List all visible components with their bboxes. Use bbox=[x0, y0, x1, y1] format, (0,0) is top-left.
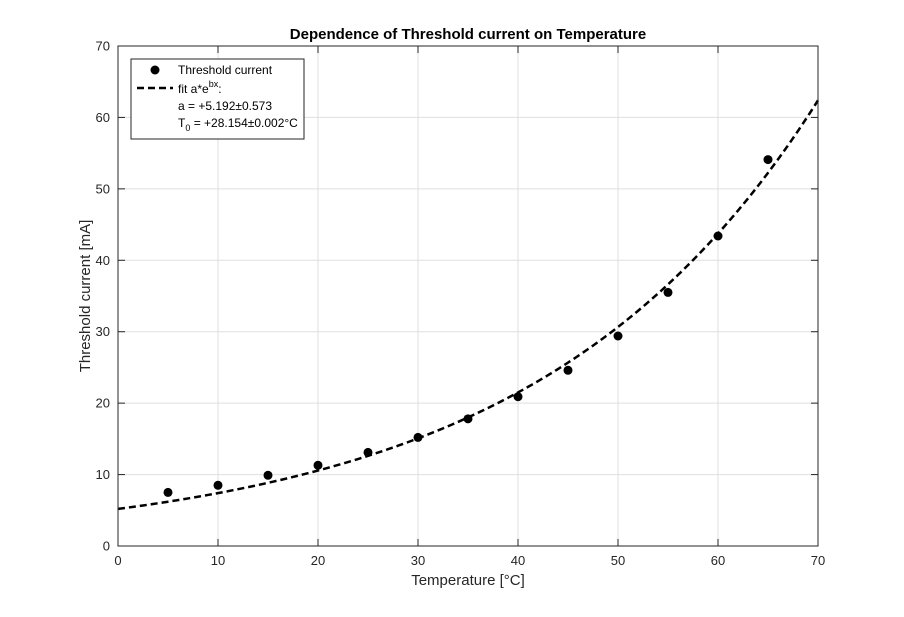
y-tick-label: 50 bbox=[96, 181, 110, 196]
x-tick-label: 70 bbox=[811, 553, 825, 568]
data-point bbox=[263, 470, 273, 480]
x-tick-label: 60 bbox=[711, 553, 725, 568]
tick-marks-group bbox=[117, 45, 819, 547]
data-points-group bbox=[163, 155, 773, 497]
data-point bbox=[363, 447, 373, 457]
x-tick-label: 10 bbox=[211, 553, 225, 568]
legend: Threshold current fit a*ebx: a = +5.192±… bbox=[130, 58, 305, 140]
legend-fit-suffix: : bbox=[218, 82, 221, 96]
x-tick-label: 0 bbox=[114, 553, 121, 568]
data-point bbox=[463, 414, 473, 424]
legend-fit-t0-value: T0 = +28.154±0.002°C bbox=[178, 116, 298, 133]
y-tick-label: 60 bbox=[96, 110, 110, 125]
y-tick-label: 70 bbox=[96, 39, 110, 54]
legend-t0-subscript: 0 bbox=[185, 123, 190, 133]
x-tick-label: 30 bbox=[411, 553, 425, 568]
chart-title: Dependence of Threshold current on Tempe… bbox=[290, 26, 646, 43]
y-tick-label: 0 bbox=[103, 539, 110, 554]
data-point bbox=[513, 392, 523, 402]
y-tick-labels: 0 10 20 30 40 50 60 70 bbox=[96, 39, 110, 554]
data-point bbox=[163, 487, 173, 497]
x-tick-label: 20 bbox=[311, 553, 325, 568]
y-tick-label: 30 bbox=[96, 324, 110, 339]
data-point bbox=[563, 365, 573, 375]
data-point bbox=[613, 331, 623, 341]
x-tick-label: 40 bbox=[511, 553, 525, 568]
plot-area-frame bbox=[117, 45, 819, 547]
data-point bbox=[213, 480, 223, 490]
x-tick-label: 50 bbox=[611, 553, 625, 568]
legend-fit-prefix: fit a*e bbox=[178, 82, 209, 96]
y-tick-label: 10 bbox=[96, 467, 110, 482]
legend-fit-superscript: bx bbox=[209, 79, 219, 89]
data-point bbox=[663, 287, 673, 297]
y-tick-label: 40 bbox=[96, 253, 110, 268]
legend-item-fit: fit a*ebx: bbox=[178, 79, 222, 96]
legend-marker-icon bbox=[150, 65, 160, 75]
legend-fit-a-value: a = +5.192±0.573 bbox=[178, 99, 272, 113]
y-tick-label: 20 bbox=[96, 396, 110, 411]
legend-item-threshold-current: Threshold current bbox=[178, 63, 273, 77]
data-point bbox=[413, 432, 423, 442]
legend-t0-suffix: = +28.154±0.002°C bbox=[190, 116, 298, 130]
x-axis-label: Temperature [°C] bbox=[411, 572, 525, 589]
y-axis-label: Threshold current [mA] bbox=[77, 220, 94, 373]
data-point bbox=[763, 155, 773, 165]
legend-t0-prefix: T bbox=[178, 116, 186, 130]
data-point bbox=[313, 460, 323, 470]
x-tick-labels: 0 10 20 30 40 50 60 70 bbox=[114, 553, 825, 568]
data-point bbox=[713, 231, 723, 241]
legend-box bbox=[130, 58, 305, 140]
